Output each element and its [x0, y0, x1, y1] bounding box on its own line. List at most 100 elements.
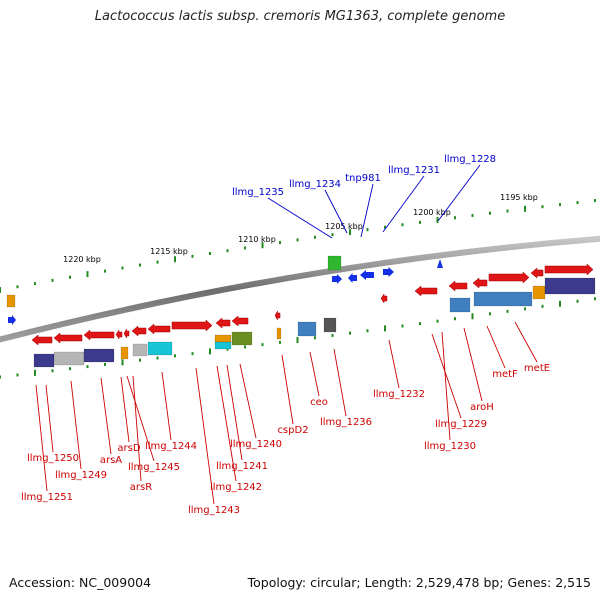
leader-line: [120, 376, 130, 443]
gene-label-bottom: metF: [492, 369, 518, 380]
gene-arrow-red: [123, 328, 130, 339]
map-title: Lactococcus lactis subsp. cremoris MG136…: [94, 9, 506, 24]
ruler-tick: [384, 225, 386, 229]
ruler-tick: [16, 285, 19, 289]
lower-tick: [34, 369, 36, 376]
gene-arrow-red: [274, 310, 281, 321]
lower-tick: [86, 365, 89, 369]
ruler-tick: [594, 199, 596, 203]
ruler-tick: [296, 238, 299, 242]
leader-line: [195, 367, 215, 505]
feature-block: [473, 291, 533, 307]
gene-arrow-red: [171, 319, 213, 332]
red-genes: [31, 263, 594, 346]
ruler-tick: [314, 235, 316, 239]
top-leader-lines: llmg_1235 llmg_1234 tnp981 llmg_1231 llmg_12…: [232, 154, 496, 239]
gene-label-bottom: llmg_1245: [128, 462, 180, 473]
leader-line: [431, 333, 462, 419]
lower-tick: [576, 299, 579, 303]
lower-tick: [541, 304, 544, 308]
leader-line: [45, 384, 54, 453]
leader-line: [388, 339, 400, 389]
lower-tick: [209, 348, 211, 355]
ruler-tick: [349, 229, 351, 236]
lower-tick: [384, 325, 386, 332]
feature-block: [6, 294, 16, 308]
ruler-tick: [261, 242, 264, 249]
gene-label-bottom: llmg_1229: [435, 419, 487, 430]
lower-tick: [559, 300, 561, 307]
lower-tick: [0, 375, 1, 379]
gene-arrow-blue: [383, 267, 394, 277]
ruler-tick: [331, 233, 334, 237]
leader-line: [333, 348, 347, 417]
feature-block: [132, 343, 148, 357]
gene-label-bottom: llmg_1250: [27, 453, 79, 464]
gene-arrow-red: [215, 317, 231, 329]
feature-block: [327, 255, 342, 271]
gene-label-top: llmg_1235: [232, 187, 284, 198]
ruler-tick: [436, 217, 439, 224]
ruler-label: 1220 kbp: [63, 255, 101, 264]
ruler-tick: [226, 249, 229, 253]
ruler-tick: [489, 211, 491, 215]
ruler-tick: [576, 201, 579, 205]
lower-tick: [314, 336, 316, 340]
topology-text: Topology: circular; Length: 2,529,478 bp…: [247, 575, 591, 590]
lower-tick: [436, 319, 439, 323]
ruler-tick: [156, 260, 159, 264]
lower-tick: [349, 331, 351, 335]
feature-block: [544, 277, 596, 295]
leader-line: [514, 321, 538, 363]
leader-line: [309, 351, 320, 397]
feature-block: [33, 353, 55, 368]
ruler-tick: [86, 271, 89, 278]
gene-arrow-red: [131, 325, 147, 337]
gene-label-bottom: aroH: [470, 402, 494, 413]
gene-arrow-blue: [437, 259, 443, 268]
feature-block: [532, 285, 546, 300]
gene-label-bottom: arsD: [117, 443, 140, 454]
gene-arrow-blue: [348, 273, 357, 283]
ruler-label: 1210 kbp: [238, 235, 276, 244]
leader-line: [360, 183, 374, 238]
gene-label-bottom: llmg_1251: [21, 492, 73, 503]
lower-tick: [506, 309, 509, 313]
feature-block: [147, 341, 173, 356]
ruler-tick: [0, 287, 1, 293]
ruler-label: 1200 kbp: [413, 208, 451, 217]
gene-arrow-red: [115, 329, 123, 340]
ruler-tick: [209, 251, 211, 255]
ruler-tick: [139, 263, 141, 267]
lower-tick: [366, 329, 369, 333]
ruler-tick: [524, 205, 526, 212]
leader-line: [486, 325, 506, 369]
leader-line: [281, 354, 294, 425]
gene-label-bottom: llmg_1243: [188, 505, 240, 516]
ruler-tick: [366, 228, 369, 232]
gene-label-bottom: llmg_1230: [424, 441, 476, 452]
ruler-label: 1215 kbp: [150, 247, 188, 256]
ruler-tick: [121, 266, 124, 270]
lower-tick: [121, 359, 124, 366]
gene-arrow-red: [231, 315, 249, 327]
gene-arrow-red: [488, 271, 530, 284]
leader-line: [382, 175, 425, 233]
feature-block: [120, 346, 129, 360]
gene-label-bottom: metE: [524, 363, 550, 374]
lower-tick: [471, 313, 474, 320]
leader-line: [35, 384, 48, 492]
lower-tick: [244, 345, 246, 349]
backbone: [0, 235, 600, 343]
gene-label-bottom: ceo: [310, 397, 328, 408]
ruler-tick: [104, 269, 106, 273]
lower-tick: [489, 312, 491, 316]
ruler-tick: [471, 213, 474, 217]
gene-label-bottom: llmg_1242: [210, 482, 262, 493]
feature-block: [297, 321, 317, 337]
leader-line: [216, 365, 237, 482]
gene-label-top: tnp981: [345, 173, 381, 184]
